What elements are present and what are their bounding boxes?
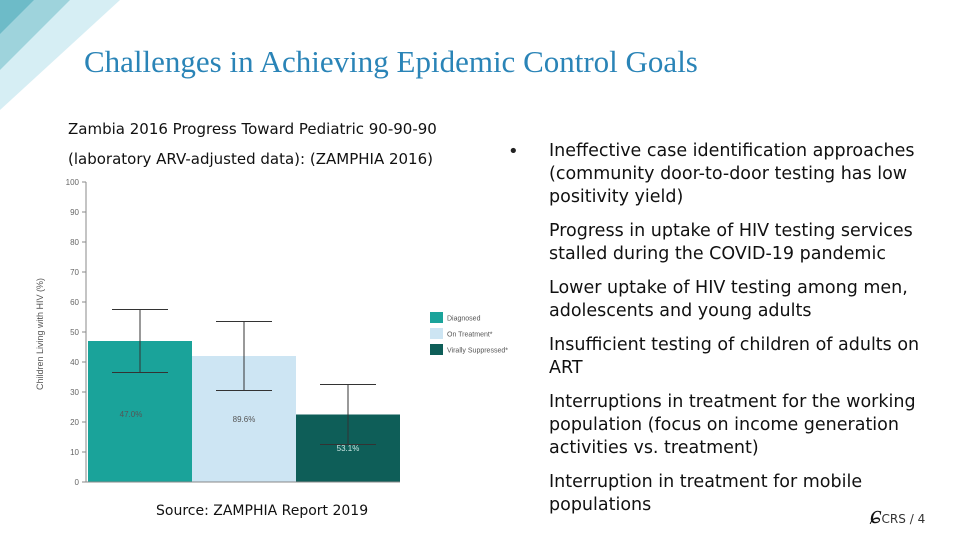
legend-swatch: [430, 312, 443, 323]
crs-logo-text: CRS: [881, 512, 906, 526]
chart-heading: Zambia 2016 Progress Toward Pediatric 90…: [68, 120, 437, 138]
page-number: / 4: [909, 512, 926, 526]
challenge-item-4: Insufficient testing of children of adul…: [549, 335, 920, 378]
crs-logo: ɕCRS / 4: [870, 500, 925, 530]
y-tick-label: 70: [70, 268, 79, 277]
legend-swatch: [430, 344, 443, 355]
legend-swatch: [430, 328, 443, 339]
legend-item: Diagnosed: [447, 316, 481, 323]
chart-source: Source: ZAMPHIA Report 2019: [156, 503, 369, 519]
challenge-item-5: Interruptions in treatment for the worki…: [549, 392, 916, 458]
chart-subheading: (laboratory ARV-adjusted data): (ZAMPHIA…: [68, 150, 433, 168]
legend-item: On Treatment*: [447, 332, 493, 339]
y-tick-label: 10: [70, 448, 79, 457]
y-tick-label: 0: [75, 478, 80, 487]
pediatric-90-90-90-chart: Children Living with HIV (%) 0 10 20 30 40 50…: [35, 178, 508, 487]
challenge-item-6: Interruption in treatment for mobile pop…: [549, 472, 863, 515]
bullet-marker: •: [508, 141, 519, 162]
challenge-item-3: Lower uptake of HIV testing among men, a…: [549, 278, 908, 321]
y-tick-label: 90: [70, 208, 79, 217]
y-tick-label: 100: [66, 178, 80, 187]
data-label: 89.6%: [233, 415, 256, 424]
crs-logo-mark: ɕ: [870, 500, 882, 529]
y-tick-label: 60: [70, 298, 79, 307]
y-tick-label: 50: [70, 328, 79, 337]
y-axis-label: Children Living with HIV (%): [35, 278, 45, 390]
y-tick-label: 30: [70, 388, 79, 397]
slide-title: Challenges in Achieving Epidemic Control…: [84, 44, 698, 79]
y-tick-label: 80: [70, 238, 79, 247]
challenge-item-2: Progress in uptake of HIV testing servic…: [549, 221, 913, 264]
challenge-item-1: Ineffective case identification approach…: [549, 141, 915, 207]
corner-decoration: [0, 0, 120, 110]
challenges-list: Ineffective case identification approach…: [549, 140, 939, 528]
data-label: 47.0%: [120, 410, 143, 419]
y-tick-label: 40: [70, 358, 79, 367]
data-label: 53.1%: [337, 444, 360, 453]
y-tick-label: 20: [70, 418, 79, 427]
legend-item: Virally Suppressed*: [447, 348, 508, 355]
